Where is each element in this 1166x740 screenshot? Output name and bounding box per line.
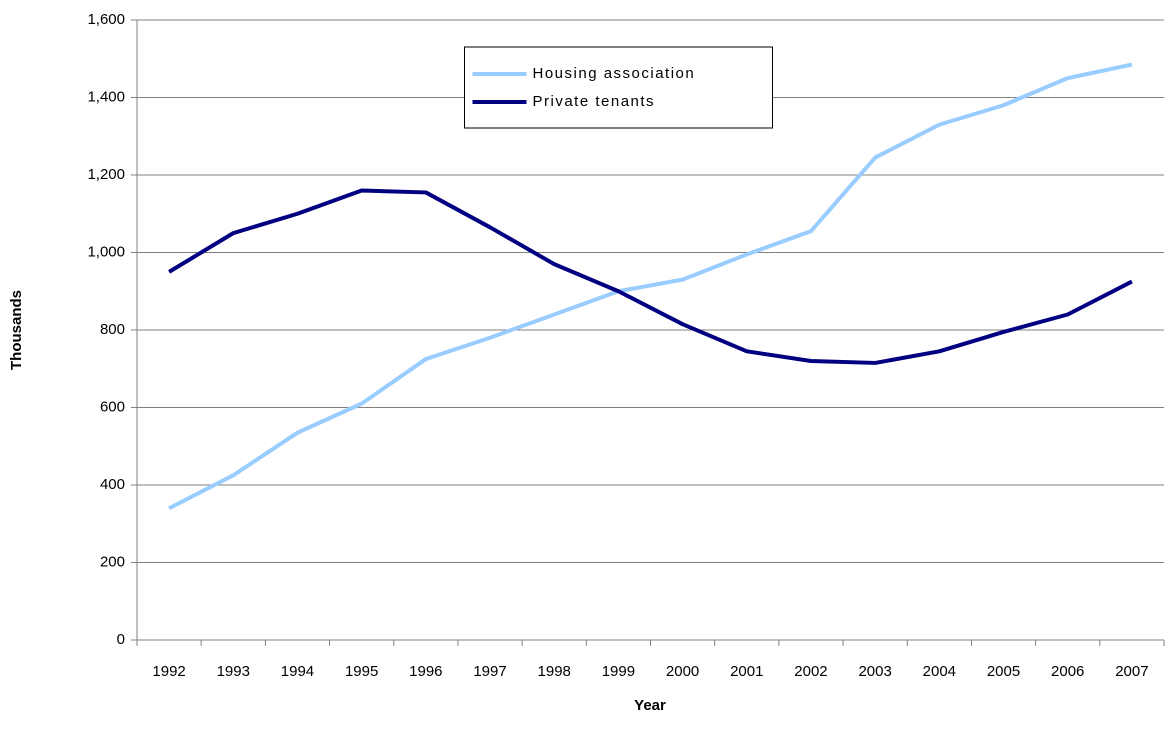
x-tick-label: 1994: [281, 663, 314, 680]
line-series: [168, 62, 1133, 511]
y-axis-title: Thousands: [8, 290, 25, 370]
x-tick-label: 1999: [602, 663, 635, 680]
y-tick-label: 200: [100, 553, 125, 570]
x-tick-label: 2001: [730, 663, 763, 680]
x-tick-label: 2007: [1115, 663, 1148, 680]
x-tick-label: 1993: [217, 663, 250, 680]
x-tick-label: 2006: [1051, 663, 1084, 680]
x-axis-title: Year: [634, 697, 666, 714]
x-tick-label: 1998: [538, 663, 571, 680]
x-tick-label: 2003: [858, 663, 891, 680]
line-series: [168, 188, 1133, 365]
y-tick-label: 1,400: [87, 88, 125, 105]
x-tick-label: 2000: [666, 663, 699, 680]
y-tick-label: 0: [117, 631, 125, 648]
y-tick-label: 800: [100, 321, 125, 338]
x-tick-label: 1992: [152, 663, 185, 680]
y-tick-label: 1,200: [87, 166, 125, 183]
y-tick-label: 600: [100, 398, 125, 415]
x-tick-label: 1997: [473, 663, 506, 680]
x-tick-label: 2002: [794, 663, 827, 680]
x-tick-label: 2005: [987, 663, 1020, 680]
y-tick-label: 1,000: [87, 243, 125, 260]
x-tick-label: 1996: [409, 663, 442, 680]
legend-label: Housing association: [533, 65, 696, 82]
x-tick-label: 1995: [345, 663, 378, 680]
y-tick-label: 400: [100, 476, 125, 493]
legend-label: Private tenants: [533, 93, 656, 110]
x-tick-label: 2004: [923, 663, 956, 680]
legend-box: [464, 46, 773, 129]
y-tick-label: 1,600: [87, 11, 125, 28]
